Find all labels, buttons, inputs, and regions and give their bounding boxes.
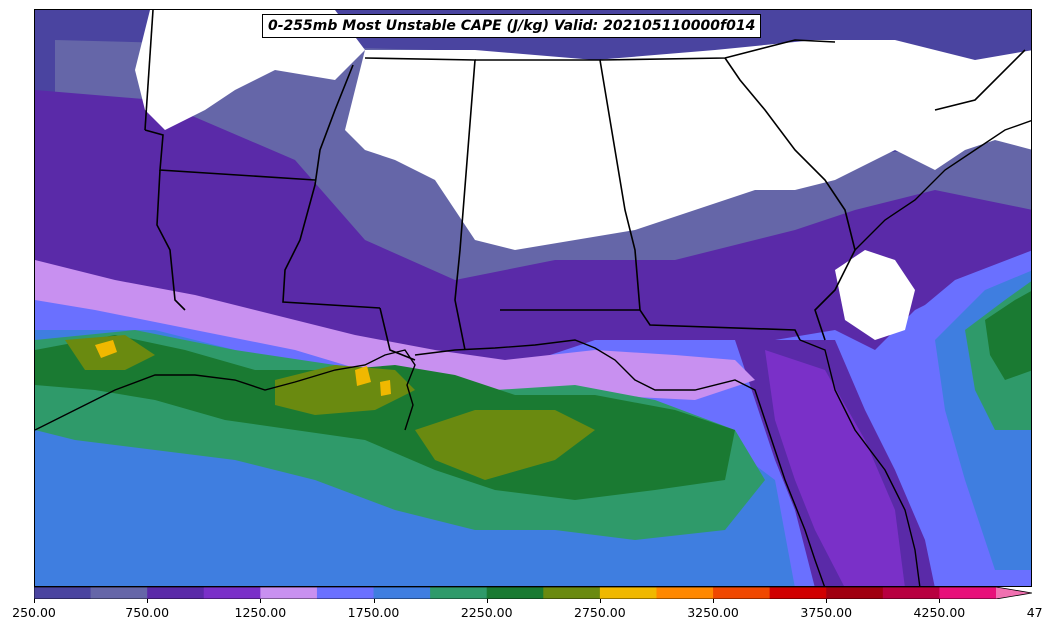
colorbar-tick-label: 4250.00 [913, 605, 966, 620]
coast-line-florida-west [414, 339, 826, 586]
cape-peak-2 [355, 366, 371, 386]
colorbar-segment [486, 587, 544, 599]
colorbar-tick [939, 599, 941, 603]
boundary-line [364, 57, 476, 351]
colorbar-segment [713, 587, 771, 599]
boundary-line [379, 307, 416, 361]
boundary-line [934, 49, 1026, 111]
coast-line-florida-east [799, 339, 921, 586]
colorbar-tick [260, 599, 262, 603]
colorbar-segment [90, 587, 148, 599]
colorbar-tick [373, 599, 375, 603]
colorbar-tick [486, 599, 488, 603]
colorbar-tick [599, 599, 601, 603]
map-panel [34, 9, 1032, 587]
cape-peak-1 [95, 340, 117, 358]
colorbar-tick [826, 599, 828, 603]
boundary-line [599, 39, 836, 61]
colorbar-tick-label: 1250.00 [234, 605, 287, 620]
no-cape-ga-sc [835, 250, 915, 340]
florida-inner [765, 350, 905, 586]
boundary-line [500, 309, 801, 341]
colorbar-segment [543, 587, 601, 599]
boundary-line [282, 64, 381, 309]
colorbar-extend-arrow [996, 587, 1032, 599]
colorbar-tick-label: 750.00 [125, 605, 170, 620]
colorbar-tick-label: 2250.00 [460, 605, 513, 620]
no-cape-west [135, 10, 365, 130]
boundary-line [144, 10, 154, 131]
colorbar-tick-label: 250.00 [12, 605, 56, 620]
map-title: 0-255mb Most Unstable CAPE (J/kg) Valid:… [262, 14, 762, 38]
colorbar-outline [34, 587, 1032, 599]
colorbar-segment [316, 587, 375, 599]
colorbar-segment [34, 587, 92, 599]
colorbar-segment [939, 587, 997, 599]
colorbar-segment [599, 587, 657, 599]
colorbar-segment [656, 587, 714, 599]
colorbar-tick [713, 599, 715, 603]
colorbar-segment [260, 587, 318, 599]
colorbar-segment [430, 587, 488, 599]
no-cape-southeast [345, 40, 1031, 250]
colorbar [34, 587, 1032, 599]
colorbar-segment [826, 587, 884, 599]
colorbar-segment [373, 587, 431, 599]
cape-contour-map [35, 10, 1031, 586]
colorbar-tick-label: 1750.00 [347, 605, 400, 620]
coastline [35, 119, 1031, 586]
cape-band-lavender [35, 260, 755, 400]
colorbar-segment [147, 587, 205, 599]
boundary-line [724, 57, 856, 341]
cape-band-purple [35, 90, 1031, 370]
coast-line-atlantic [854, 119, 1031, 251]
colorbar-segment [769, 587, 827, 599]
boundary-line [144, 129, 316, 181]
boundary-line [156, 169, 186, 311]
colorbar-tick-label: 2750.00 [574, 605, 626, 620]
boundary-line [475, 59, 641, 311]
colorbar-tick [34, 599, 35, 603]
colorbar-tick-label: 3750.00 [800, 605, 853, 620]
cape-band-olive-3 [415, 410, 595, 480]
colorbar-segment [203, 587, 261, 599]
colorbar-tick [147, 599, 149, 603]
coast-line-west [35, 349, 416, 431]
cape-atlantic-green [985, 291, 1031, 380]
cape-peak-3 [380, 380, 391, 396]
colorbar-segment [882, 587, 940, 599]
colorbar-tick-label: 4750.00 [1026, 605, 1042, 620]
state-boundaries [144, 10, 1026, 361]
colorbar-tick-label: 3250.00 [687, 605, 739, 620]
